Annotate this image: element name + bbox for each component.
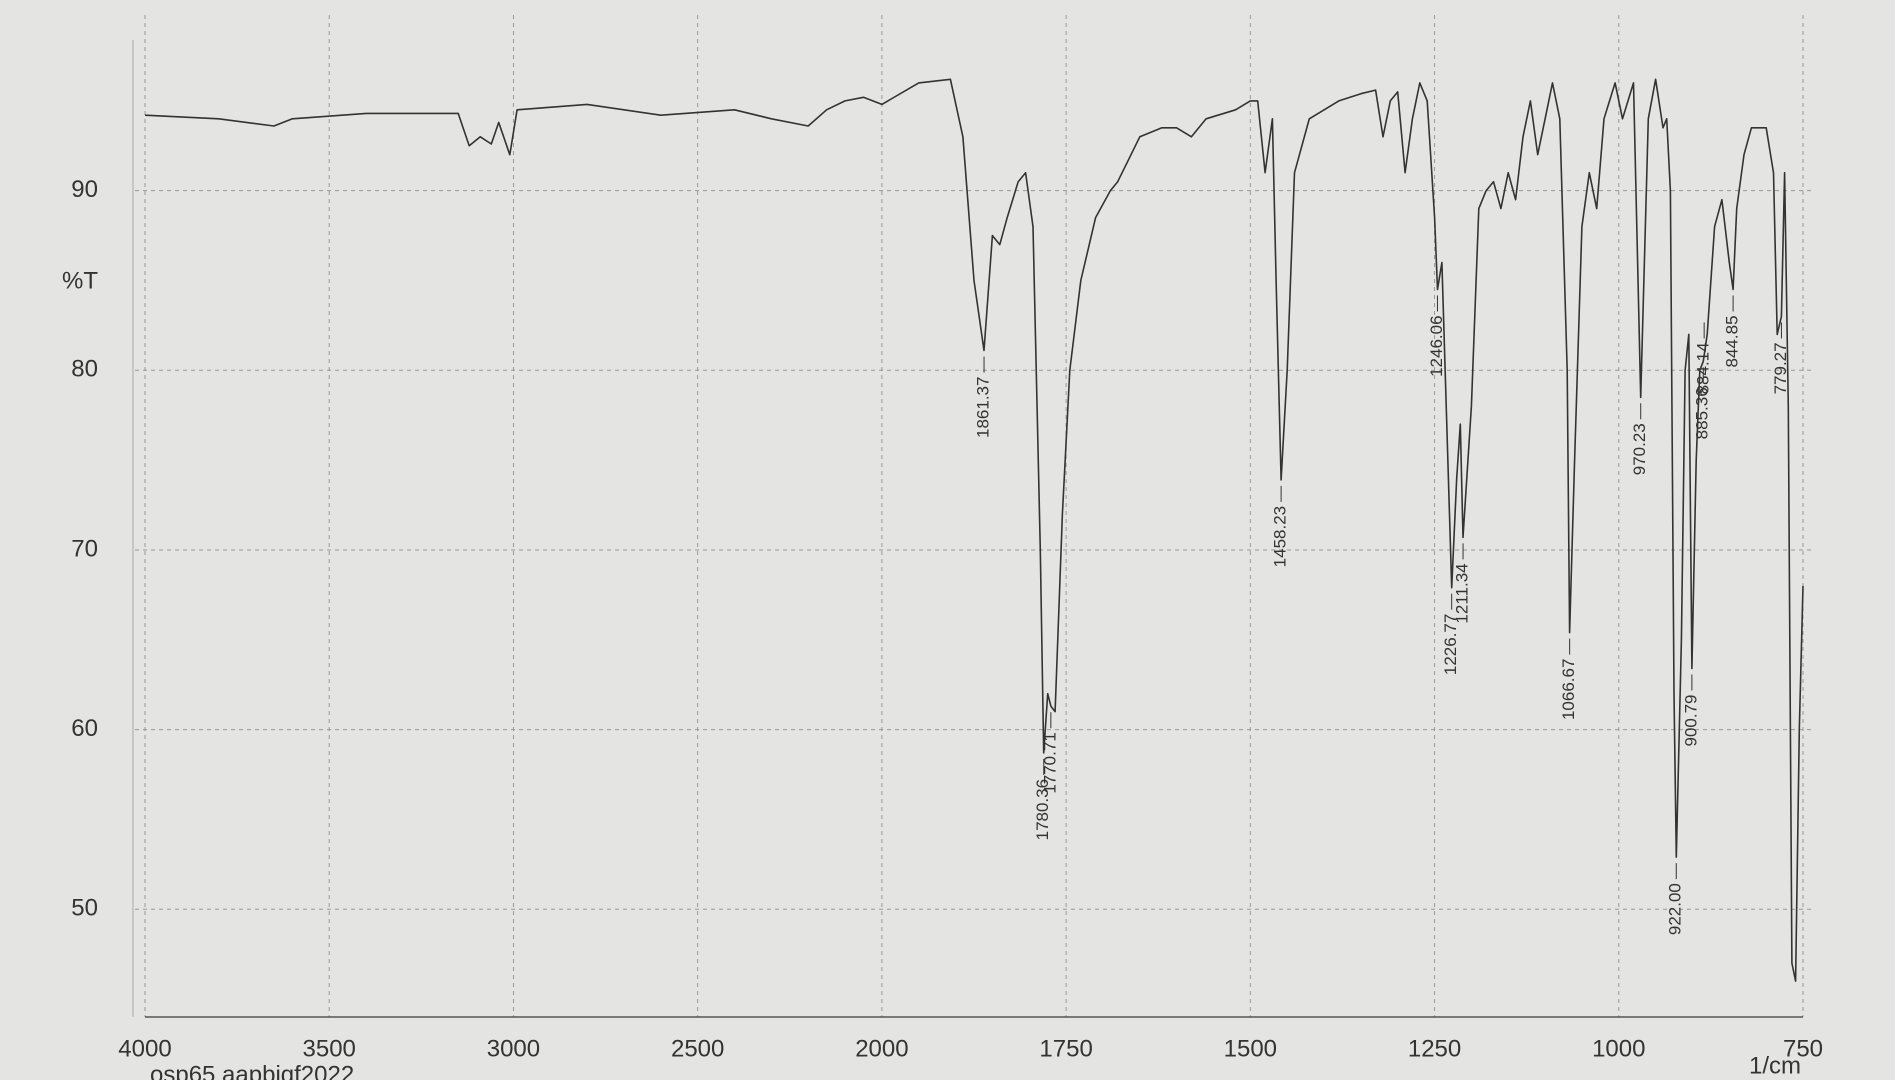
x-tick-label: 2000 (855, 1035, 908, 1062)
peak-label: 1458.23 (1271, 506, 1290, 567)
x-tick-label: 1000 (1592, 1035, 1645, 1062)
spectrum-line (144, 78, 1804, 982)
peak-label: 1211.34 (1453, 563, 1472, 623)
peak-label: 970.23 (1630, 423, 1649, 475)
x-tick-label: 3500 (303, 1035, 356, 1062)
x-axis-label: 1/cm (1749, 1052, 1801, 1079)
peak-label: 1780.36 (1033, 779, 1052, 840)
footer: osp65 aapbiqf2022 (150, 1061, 354, 1080)
y-axis-label: %T (62, 267, 98, 294)
y-tick-label: 70 (71, 535, 98, 562)
peak-label: 884.14 (1694, 342, 1713, 394)
peak-label: 900.79 (1681, 695, 1700, 747)
peak-label: 1246.06 (1427, 315, 1446, 376)
peak-label: 1226.77 (1441, 614, 1460, 675)
x-tick-label: 2500 (671, 1035, 724, 1062)
y-tick-label: 90 (71, 176, 98, 203)
peak-label: 1861.37 (974, 377, 993, 438)
y-tick-label: 60 (71, 715, 98, 742)
peak-label: 844.85 (1723, 315, 1742, 367)
peak-label: 1770.71 (1040, 732, 1059, 793)
y-tick-label: 80 (71, 356, 98, 383)
x-tick-label: 1250 (1408, 1035, 1461, 1062)
peak-label: 779.27 (1771, 342, 1790, 394)
x-tick-label: 750 (1783, 1035, 1823, 1062)
peak-label: 885.36 (1693, 387, 1712, 439)
x-tick-label: 1500 (1224, 1035, 1277, 1062)
peak-label: 922.00 (1666, 883, 1685, 935)
x-tick-label: 1750 (1039, 1035, 1092, 1062)
peak-label: 1066.67 (1559, 659, 1578, 720)
y-tick-label: 50 (71, 895, 98, 922)
x-tick-label: 4000 (118, 1035, 171, 1062)
x-tick-label: 3000 (487, 1035, 540, 1062)
